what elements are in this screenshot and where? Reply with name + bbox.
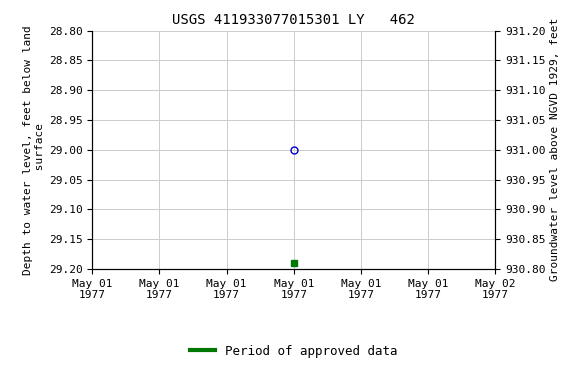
Y-axis label: Depth to water level, feet below land
 surface: Depth to water level, feet below land su… [23, 25, 44, 275]
Y-axis label: Groundwater level above NGVD 1929, feet: Groundwater level above NGVD 1929, feet [550, 18, 560, 281]
Legend: Period of approved data: Period of approved data [185, 339, 403, 362]
Title: USGS 411933077015301 LY   462: USGS 411933077015301 LY 462 [172, 13, 415, 27]
